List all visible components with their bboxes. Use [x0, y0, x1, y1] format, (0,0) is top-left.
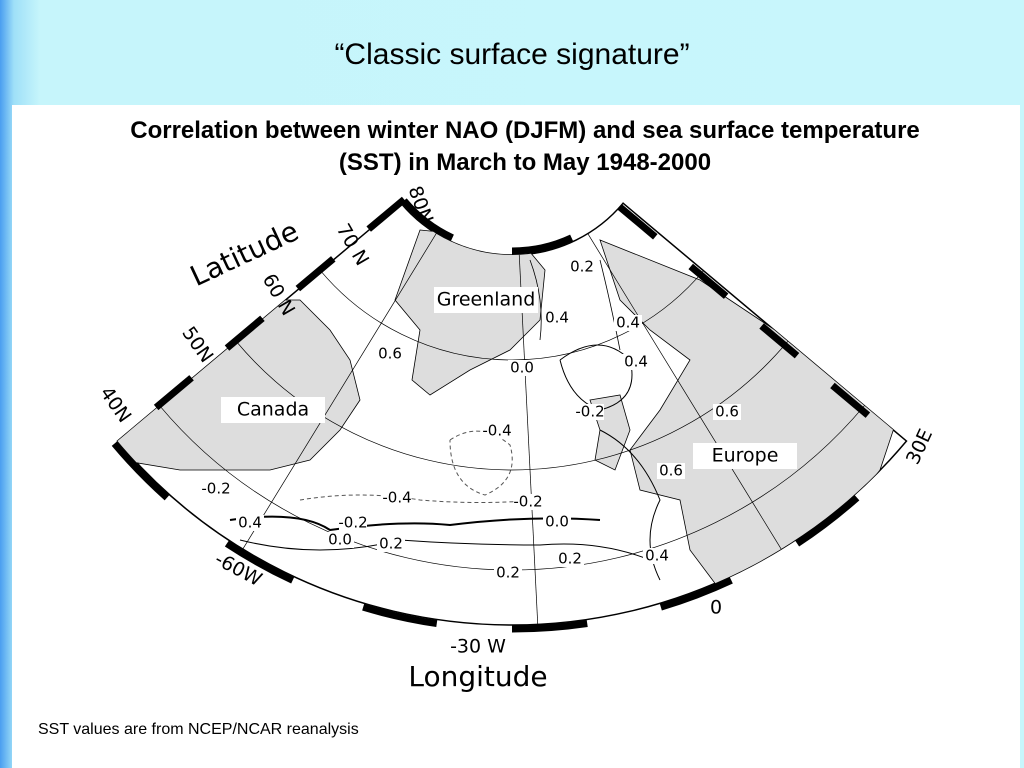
contour-label: 0.4 — [645, 547, 669, 565]
contour-label: 0.0 — [510, 359, 534, 377]
region-label-bg — [221, 397, 325, 423]
border-tick — [688, 263, 729, 299]
contour-label: -0.2 — [201, 480, 230, 498]
border-tick — [511, 620, 588, 633]
contour-label: 0.2 — [379, 535, 403, 553]
contour-label-bg — [483, 423, 511, 439]
contour-label: 0.4 — [545, 309, 569, 327]
contour-label-bg — [643, 548, 671, 564]
border-tick — [111, 441, 170, 501]
footnote: SST values are from NCEP/NCAR reanalysis — [38, 721, 359, 738]
contour-label-bg — [494, 565, 522, 581]
parallel — [320, 270, 704, 361]
border-tick — [617, 204, 658, 240]
longitude-tick-label: -30 W — [450, 636, 506, 658]
contour-label: 0.6 — [378, 345, 402, 363]
contour-label-bg — [713, 404, 741, 420]
contour-label: -0.2 — [338, 514, 367, 532]
land-canada — [117, 299, 361, 471]
region-label: Greenland — [437, 289, 536, 311]
contour-label: 0.4 — [624, 353, 648, 371]
contour-label-bg — [556, 551, 584, 567]
contour-label-bg — [236, 515, 264, 531]
contour — [299, 494, 541, 503]
border-tick — [401, 198, 454, 241]
region-label: Canada — [237, 399, 309, 421]
contour-label: 0.4 — [616, 314, 640, 332]
contour — [529, 259, 621, 351]
contour-label-bg — [326, 532, 354, 548]
border-tick — [659, 577, 733, 611]
contour-label-bg — [202, 481, 230, 497]
meridian — [587, 233, 782, 550]
border-tick — [759, 323, 800, 359]
figure-title: Correlation between winter NAO (DJFM) an… — [130, 117, 920, 176]
border-tick — [153, 375, 194, 411]
contour-label: 0.4 — [238, 514, 262, 532]
contour-label: 0.6 — [659, 462, 683, 480]
latitude-tick-label: 50N — [177, 323, 217, 367]
border-tick — [224, 315, 265, 351]
contour-label: 0.2 — [570, 258, 594, 276]
meridian — [242, 233, 437, 550]
contour-label: -0.2 — [575, 403, 604, 421]
contour-label: 0.0 — [545, 513, 569, 531]
latitude-label: Latitude — [185, 214, 303, 293]
contour-label-bg — [576, 404, 604, 420]
contour-label: -0.4 — [382, 489, 411, 507]
meridian — [518, 254, 539, 625]
contour-label: -0.4 — [482, 422, 511, 440]
slide-title: “Classic surface signature” — [334, 38, 690, 71]
longitude-label: Longitude — [408, 660, 547, 693]
longitude-tick-label: 0 — [710, 597, 722, 619]
latitude-tick-label: 40N — [95, 383, 135, 427]
contour-label-bg — [377, 536, 405, 552]
border-tick — [295, 256, 336, 292]
contour-label-bg — [376, 346, 404, 362]
contour-label-bg — [622, 354, 650, 370]
contour-label-bg — [568, 259, 596, 275]
border-tick — [366, 196, 407, 232]
region-label-bg — [434, 287, 538, 313]
contour-label-bg — [657, 463, 685, 479]
border-tick — [224, 540, 295, 584]
border-tick — [830, 382, 871, 418]
region-label: Europe — [712, 445, 779, 467]
region-label-bg — [693, 443, 797, 469]
contour — [559, 344, 633, 411]
contour-label: 0.0 — [328, 531, 352, 549]
contour-label-bg — [514, 494, 542, 510]
graticule — [111, 196, 871, 633]
border-tick — [795, 495, 860, 547]
contour-label: -0.2 — [513, 493, 542, 511]
border-tick — [511, 234, 574, 255]
contour-label: 0.6 — [715, 403, 739, 421]
contour-label-bg — [339, 515, 367, 531]
contour — [229, 515, 601, 532]
longitude-tick-label: 30E — [902, 426, 937, 468]
contour-label-bg — [383, 490, 411, 506]
contour-label: 0.2 — [558, 550, 582, 568]
contour-label-bg — [543, 514, 571, 530]
contour-label-bg — [508, 360, 536, 376]
contour-label: 0.2 — [496, 564, 520, 582]
border-tick — [362, 603, 438, 627]
contour — [449, 430, 513, 496]
contour-label-bg — [543, 310, 571, 326]
contour — [239, 539, 651, 561]
contour-label-bg — [614, 315, 642, 331]
